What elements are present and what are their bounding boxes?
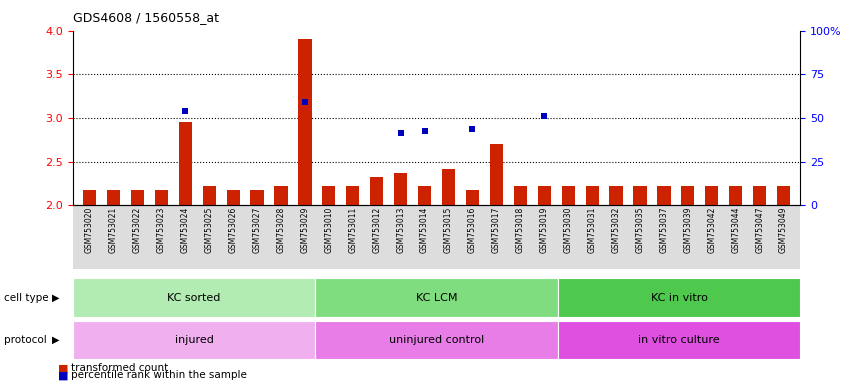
Text: ■: ■ bbox=[58, 370, 68, 380]
Bar bbox=[251, 190, 264, 205]
Bar bbox=[657, 186, 670, 205]
Bar bbox=[370, 177, 383, 205]
Bar bbox=[131, 190, 144, 205]
Bar bbox=[442, 169, 455, 205]
Text: ■: ■ bbox=[58, 363, 68, 373]
Text: KC in vitro: KC in vitro bbox=[651, 293, 708, 303]
Bar bbox=[538, 186, 551, 205]
Bar bbox=[586, 186, 598, 205]
Bar bbox=[107, 190, 120, 205]
Text: cell type: cell type bbox=[4, 293, 49, 303]
Bar bbox=[729, 186, 742, 205]
Bar bbox=[227, 190, 240, 205]
Text: uninjured control: uninjured control bbox=[389, 335, 484, 345]
Bar bbox=[753, 186, 766, 205]
Bar bbox=[418, 186, 431, 205]
Text: KC sorted: KC sorted bbox=[167, 293, 221, 303]
Bar bbox=[155, 190, 168, 205]
Bar bbox=[394, 173, 407, 205]
Text: in vitro culture: in vitro culture bbox=[639, 335, 720, 345]
Bar bbox=[609, 186, 622, 205]
Text: percentile rank within the sample: percentile rank within the sample bbox=[71, 370, 247, 380]
Text: GDS4608 / 1560558_at: GDS4608 / 1560558_at bbox=[73, 12, 219, 25]
Text: KC LCM: KC LCM bbox=[416, 293, 457, 303]
Text: protocol: protocol bbox=[4, 335, 47, 345]
Bar bbox=[275, 186, 288, 205]
Text: injured: injured bbox=[175, 335, 213, 345]
Bar bbox=[83, 190, 96, 205]
Bar bbox=[466, 190, 479, 205]
Bar bbox=[203, 186, 216, 205]
Text: transformed count: transformed count bbox=[71, 363, 169, 373]
Bar bbox=[299, 40, 312, 205]
Bar bbox=[681, 186, 694, 205]
Bar bbox=[490, 144, 503, 205]
Bar bbox=[346, 186, 360, 205]
Text: ▶: ▶ bbox=[52, 335, 59, 345]
Bar bbox=[514, 186, 527, 205]
Text: ▶: ▶ bbox=[52, 293, 59, 303]
Bar bbox=[322, 186, 336, 205]
Bar bbox=[633, 186, 646, 205]
Bar bbox=[705, 186, 718, 205]
Bar bbox=[777, 186, 790, 205]
Bar bbox=[179, 122, 192, 205]
Bar bbox=[562, 186, 574, 205]
